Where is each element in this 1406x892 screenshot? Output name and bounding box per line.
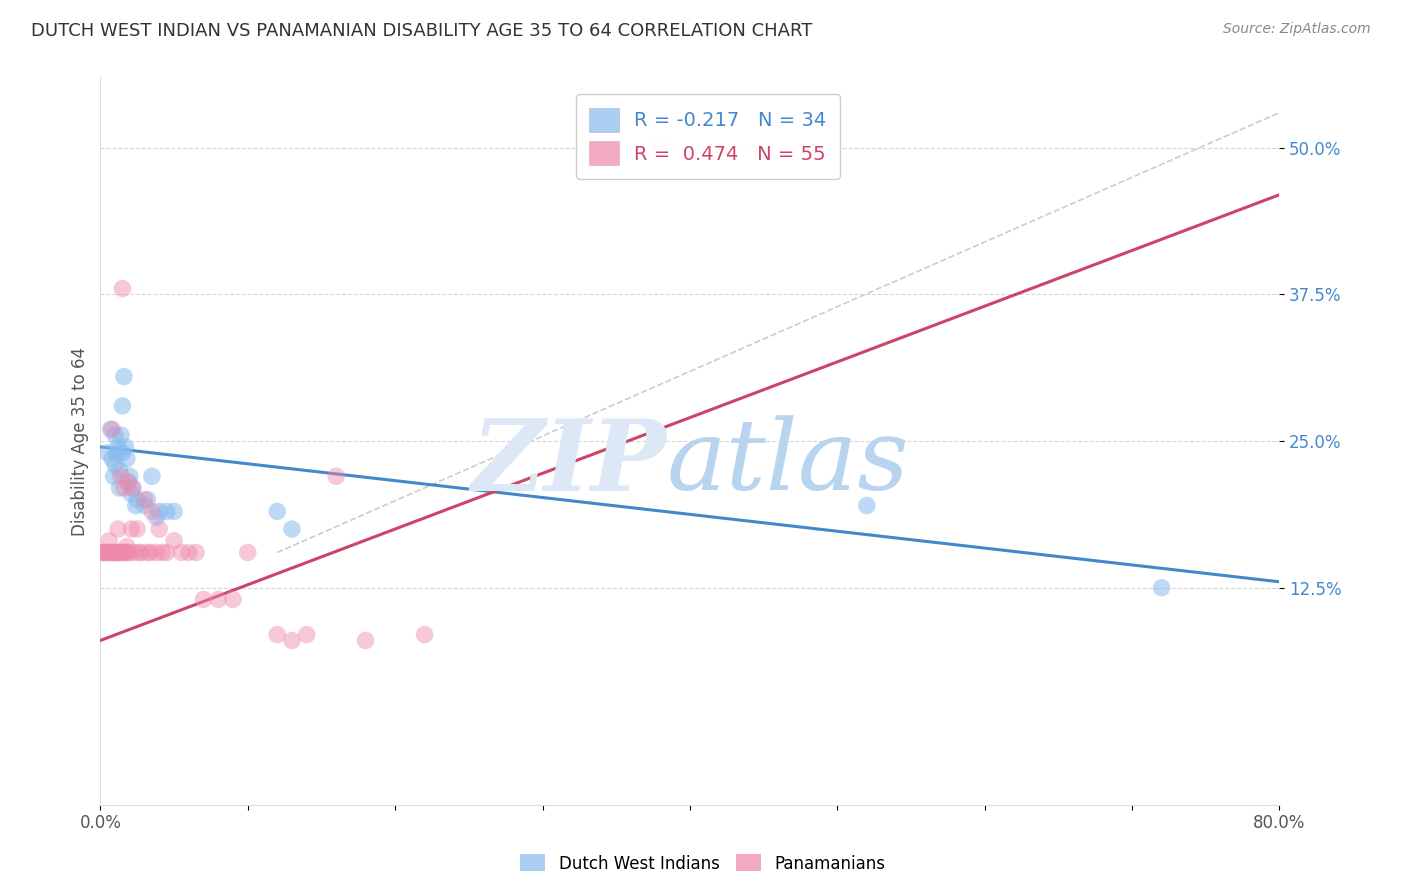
Point (117, 475, 139, 489)
Point (104, 428, 127, 442)
Point (91, 545, 114, 559)
Point (107, 522, 129, 536)
Point (97, 545, 120, 559)
Point (222, 592, 245, 607)
Text: ZIP: ZIP (471, 415, 666, 511)
Point (134, 492, 156, 507)
Point (136, 492, 159, 507)
Point (98, 533, 121, 548)
Point (111, 545, 134, 559)
Point (413, 627, 436, 641)
Point (112, 481, 135, 495)
Point (107, 440, 129, 454)
Point (104, 545, 127, 559)
Point (97, 446, 120, 460)
Point (112, 545, 135, 559)
Point (114, 545, 136, 559)
Point (325, 469, 347, 483)
Point (266, 627, 288, 641)
Text: DUTCH WEST INDIAN VS PANAMANIAN DISABILITY AGE 35 TO 64 CORRELATION CHART: DUTCH WEST INDIAN VS PANAMANIAN DISABILI… (31, 22, 813, 40)
Point (108, 463, 131, 477)
Text: Source: ZipAtlas.com: Source: ZipAtlas.com (1223, 22, 1371, 37)
Point (115, 540, 138, 554)
Legend: Dutch West Indians, Panamanians: Dutch West Indians, Panamanians (513, 847, 893, 880)
Point (122, 545, 145, 559)
Point (281, 522, 304, 536)
Point (105, 545, 128, 559)
Point (112, 369, 135, 384)
Point (115, 545, 138, 559)
Point (131, 545, 153, 559)
Point (96, 545, 118, 559)
Point (134, 499, 156, 513)
Point (114, 440, 136, 454)
Point (236, 545, 259, 559)
Point (141, 504, 163, 518)
Point (163, 533, 186, 548)
Point (139, 545, 162, 559)
Point (117, 475, 139, 489)
Point (101, 422, 124, 436)
Point (136, 545, 159, 559)
Point (128, 545, 150, 559)
Point (193, 592, 215, 607)
Point (121, 481, 143, 495)
Point (111, 282, 134, 296)
Point (118, 545, 141, 559)
Point (121, 481, 143, 495)
Text: atlas: atlas (666, 416, 910, 510)
Point (650, 141, 672, 155)
Point (120, 522, 142, 536)
Point (101, 545, 124, 559)
Point (111, 446, 134, 460)
Point (101, 451, 124, 466)
Point (855, 499, 877, 513)
Point (103, 545, 125, 559)
Point (120, 487, 142, 501)
Point (108, 481, 131, 495)
Point (127, 492, 149, 507)
Point (207, 592, 229, 607)
Point (163, 504, 186, 518)
Point (110, 428, 132, 442)
Point (105, 446, 128, 460)
Point (156, 504, 179, 518)
Point (295, 627, 318, 641)
Point (125, 499, 148, 513)
Point (104, 545, 127, 559)
Point (145, 510, 167, 524)
Point (127, 522, 149, 536)
Point (115, 451, 138, 466)
Point (281, 633, 304, 648)
Y-axis label: Disability Age 35 to 64: Disability Age 35 to 64 (72, 347, 89, 535)
Point (177, 545, 200, 559)
Point (104, 458, 127, 472)
Point (354, 633, 377, 648)
Point (148, 522, 170, 536)
Point (100, 545, 122, 559)
Point (266, 504, 288, 518)
Point (1150, 581, 1173, 595)
Legend: R = -0.217   N = 34, R =  0.474   N = 55: R = -0.217 N = 34, R = 0.474 N = 55 (576, 95, 839, 178)
Point (150, 545, 173, 559)
Point (170, 545, 193, 559)
Point (110, 469, 132, 483)
Point (148, 504, 170, 518)
Point (91, 545, 114, 559)
Point (118, 469, 141, 483)
Point (186, 545, 208, 559)
Point (141, 469, 163, 483)
Point (94, 545, 117, 559)
Point (145, 545, 167, 559)
Point (103, 469, 125, 483)
Point (108, 545, 131, 559)
Point (107, 545, 129, 559)
Point (156, 545, 179, 559)
Point (108, 545, 131, 559)
Point (111, 399, 134, 413)
Point (100, 422, 122, 436)
